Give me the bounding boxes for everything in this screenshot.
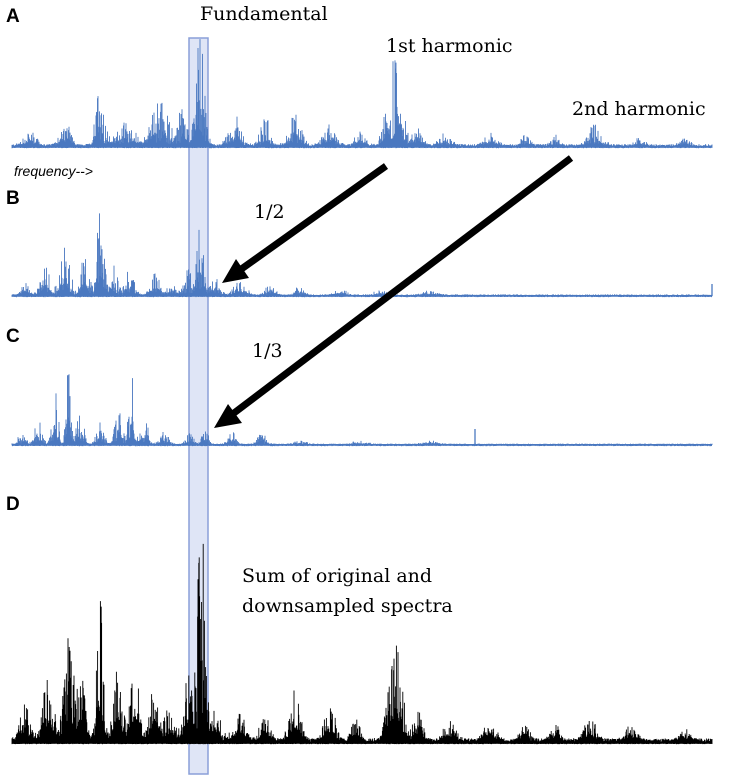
half-ratio-label: 1/2 — [254, 201, 285, 223]
second-harmonic-label: 2nd harmonic — [572, 98, 706, 120]
panel-label-d: D — [6, 494, 20, 515]
spectrum-a-original — [11, 39, 713, 149]
third-ratio-label: 1/3 — [252, 340, 283, 362]
frequency-axis-label: frequency--> — [14, 163, 93, 179]
spectrum-c-downsampled-third — [11, 374, 713, 447]
fundamental-label: Fundamental — [200, 3, 328, 25]
panel-label-b: B — [6, 188, 20, 209]
sum-label-line1: Sum of original and — [242, 565, 432, 587]
panel-label-a: A — [6, 6, 20, 27]
sum-label-line2: downsampled spectra — [242, 595, 453, 617]
first-harmonic-label: 1st harmonic — [386, 35, 513, 57]
arrow-first-harmonic-to-fundamental — [222, 163, 389, 283]
arrow-second-harmonic-to-fundamental — [214, 155, 574, 428]
spectrum-d-sum — [11, 543, 713, 745]
spectrum-b-downsampled-half — [11, 213, 713, 298]
panel-label-c: C — [6, 326, 20, 347]
